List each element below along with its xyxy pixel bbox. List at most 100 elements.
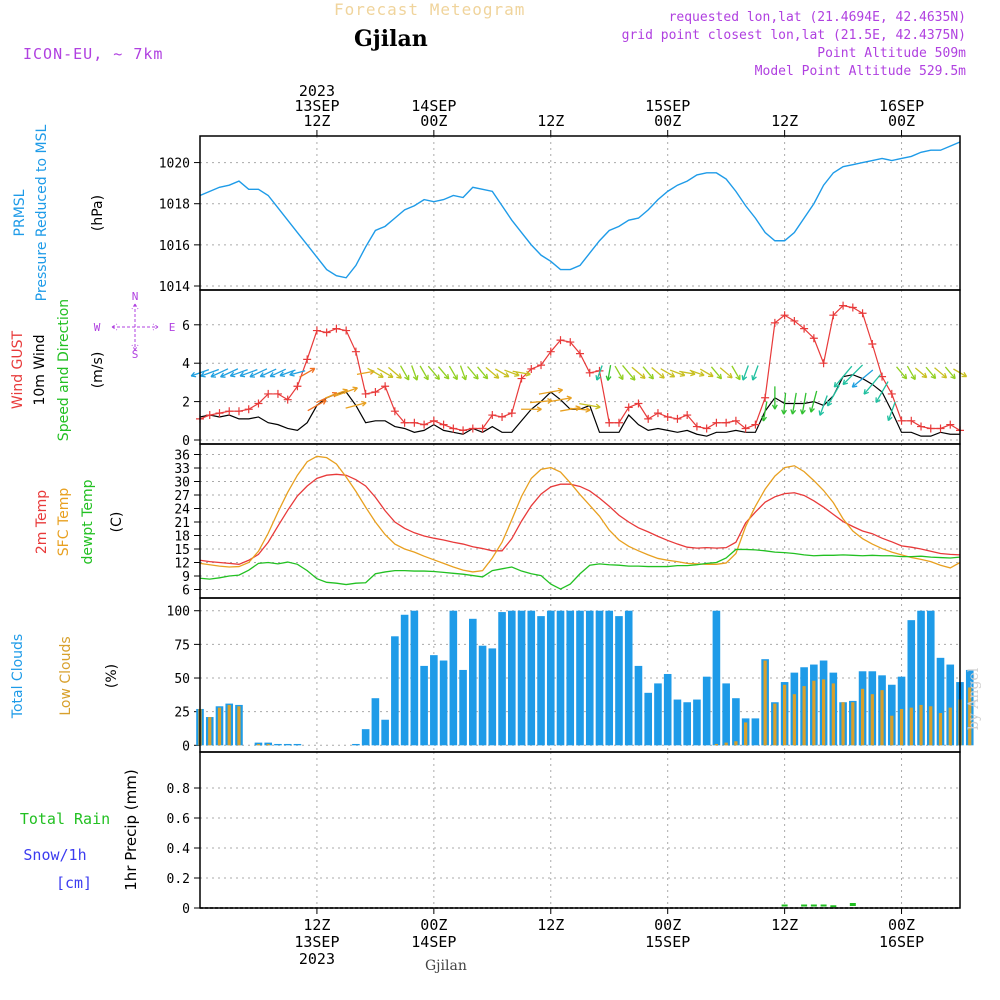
wind-vector xyxy=(494,368,510,378)
gust-marker xyxy=(420,420,429,429)
wind-vector-head xyxy=(482,373,489,380)
gust-marker xyxy=(653,409,662,418)
wind-vector-head xyxy=(352,386,358,393)
total-cloud-bar xyxy=(507,610,516,746)
wind-vector xyxy=(427,365,440,380)
gust-marker xyxy=(498,412,507,421)
gust-marker xyxy=(556,336,565,345)
total-cloud-bar xyxy=(469,618,477,746)
wind-vector-head xyxy=(648,373,654,380)
wind-vector-head xyxy=(249,372,255,378)
total-cloud-bar xyxy=(371,698,380,746)
total-cloud-bar xyxy=(430,655,438,746)
wind-vector-head xyxy=(800,409,806,415)
compass-n: N xyxy=(132,290,139,303)
wind-vector xyxy=(388,366,402,379)
wind-vector xyxy=(259,368,277,378)
total-cloud-bar xyxy=(537,616,545,746)
wind-vector-head xyxy=(259,372,266,378)
wind-vector xyxy=(810,390,818,413)
wind-vector-head xyxy=(387,372,394,378)
total-cloud-bar xyxy=(624,610,633,746)
wind-vector-head xyxy=(443,373,450,380)
y-tick-label: 0.6 xyxy=(167,812,190,827)
y-tick-label: 27 xyxy=(174,489,190,504)
wind-vector-head xyxy=(200,371,206,378)
rain-bar xyxy=(820,904,827,907)
time-label-bottom: 12Z xyxy=(303,916,330,934)
total-cloud-bar xyxy=(722,683,730,746)
wind-vector-head xyxy=(930,373,937,380)
snow-unit-label: [cm] xyxy=(56,874,92,892)
time-label-top: 14SEP xyxy=(411,97,456,115)
gust-marker xyxy=(692,422,701,431)
gust-marker xyxy=(273,389,282,398)
wind-vector-head xyxy=(716,373,723,380)
wind-vector-head xyxy=(809,407,815,413)
low-cloud-bar xyxy=(929,706,933,746)
low-cloud-bar xyxy=(812,680,816,746)
wind-vector xyxy=(210,368,229,378)
time-label-bottom: 13SEP xyxy=(294,933,339,951)
total-cloud-bar xyxy=(907,620,916,746)
rain-bar xyxy=(801,904,808,907)
y-tick-label: 15 xyxy=(174,543,190,558)
total-cloud-bar xyxy=(644,692,653,746)
watermark: by Angel xyxy=(966,667,982,730)
total-cloud-bar xyxy=(459,669,467,746)
time-label-top: 00Z xyxy=(420,112,447,130)
gust-marker xyxy=(663,412,672,421)
wind-vector xyxy=(934,367,947,379)
total-cloud-bar xyxy=(634,665,643,746)
wind-vector-head xyxy=(585,406,591,413)
wind-vector-head xyxy=(536,406,542,413)
wind-vector-head xyxy=(493,373,500,379)
total-cloud-bar xyxy=(449,610,458,746)
gust-marker xyxy=(478,424,487,433)
gust-marker xyxy=(517,374,526,383)
cloud-unit: (%) xyxy=(104,664,120,688)
wind-vector-head xyxy=(404,374,410,381)
gust-marker xyxy=(839,301,848,310)
wind-vector-head xyxy=(771,404,778,410)
gust-marker xyxy=(361,389,370,398)
time-label-bottom: 16SEP xyxy=(879,933,924,951)
y-tick-label: 9 xyxy=(182,570,190,585)
wind-vector-head xyxy=(361,400,367,407)
time-label-bottom: 00Z xyxy=(420,916,447,934)
wind-vector xyxy=(512,370,531,376)
wind-vector-head xyxy=(605,375,612,381)
wind-vector xyxy=(833,365,853,388)
pressure-label: Pressure Reduced to MSL xyxy=(34,124,50,301)
wind-vector xyxy=(660,368,675,378)
panel-frame xyxy=(199,135,961,291)
total-cloud-bar xyxy=(439,660,448,746)
wind-vector-head xyxy=(566,395,572,402)
wind-vector xyxy=(699,368,714,378)
total-cloud-bar xyxy=(488,648,497,746)
wind-vector xyxy=(887,401,896,421)
total-cloud-bar xyxy=(751,718,760,746)
requested-coords: requested lon,lat (21.4694E, 42.4635N) xyxy=(668,10,966,25)
wind-vector xyxy=(377,367,394,378)
wind-vector xyxy=(631,366,646,379)
wind-vector xyxy=(596,365,603,381)
low-cloud-bar xyxy=(899,708,904,746)
total-cloud-bar xyxy=(361,729,370,746)
rain-bar xyxy=(810,904,817,907)
y-tick-label: 0.8 xyxy=(167,782,190,797)
y-tick-label: 25 xyxy=(174,706,190,721)
wind-vector xyxy=(448,365,458,380)
wind-vector-head xyxy=(473,374,479,380)
gust-marker xyxy=(449,424,458,433)
total-cloud-bar xyxy=(527,610,536,746)
wind-vector-head xyxy=(309,367,316,374)
gust-marker xyxy=(537,361,546,370)
total-cloud-bar xyxy=(585,610,594,746)
low-cloud-bar xyxy=(734,741,738,746)
wind-vector xyxy=(569,407,591,411)
low-cloud-bar xyxy=(773,703,777,746)
gust-marker xyxy=(770,318,779,327)
y-tick-label: 0.2 xyxy=(167,872,190,887)
